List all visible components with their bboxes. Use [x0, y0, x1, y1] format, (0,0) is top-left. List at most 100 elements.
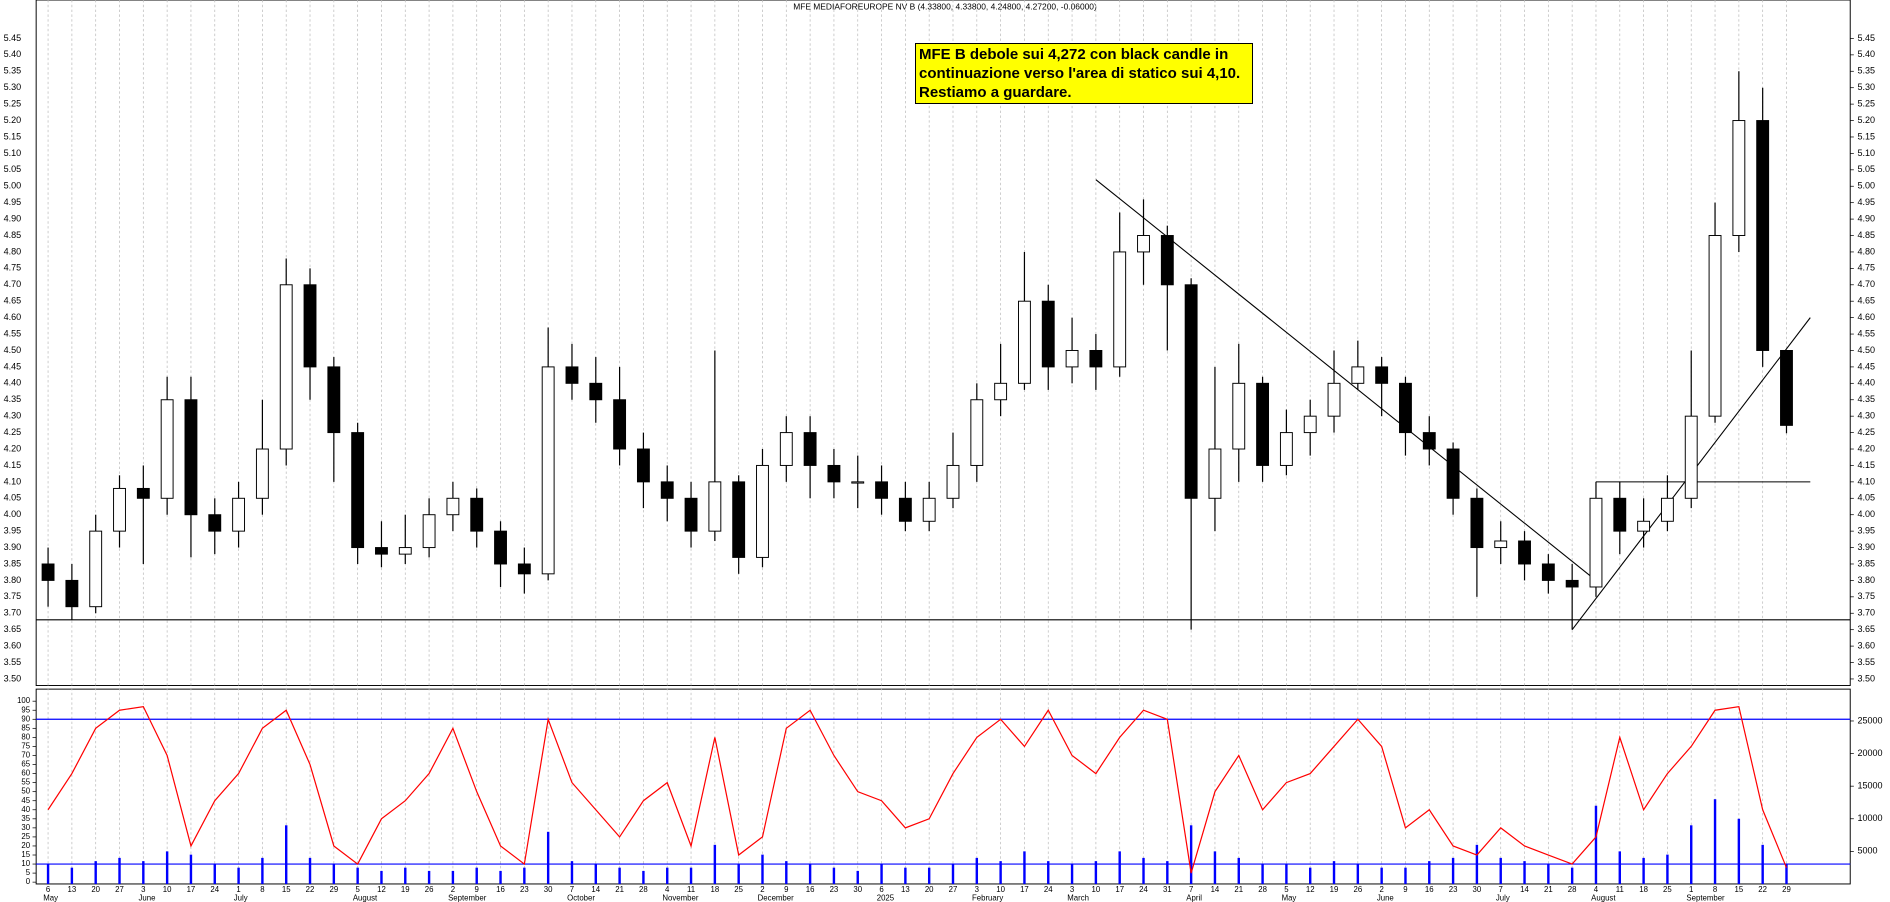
- x-tick-label: 19: [401, 885, 410, 894]
- candle-body: [1684, 415, 1698, 499]
- osc-tick-label: 30: [21, 823, 30, 832]
- candle-body: [922, 497, 936, 522]
- y-tick-label-left: 4.55: [4, 328, 22, 338]
- y-tick-label: 4.60: [1857, 312, 1875, 322]
- month-label: 2025: [877, 893, 895, 902]
- volume-bar: [1094, 861, 1098, 884]
- volume-bar: [785, 861, 788, 884]
- y-tick-label-left: 4.65: [4, 296, 22, 306]
- y-tick-label: 4.10: [1857, 476, 1875, 486]
- y-tick-label: 4.05: [1857, 493, 1875, 503]
- candle-body: [875, 481, 888, 499]
- osc-tick-label: 0: [26, 877, 31, 886]
- y-tick-label-left: 4.35: [4, 394, 22, 404]
- x-tick-label: 28: [639, 885, 648, 894]
- annotation: MFE B debole sui 4,272 con black candle …: [915, 43, 1253, 104]
- y-tick-label: 4.95: [1857, 197, 1875, 207]
- volume-bar: [1642, 857, 1645, 884]
- candle-body: [1660, 497, 1674, 522]
- candle-body: [1518, 540, 1531, 565]
- y-tick-label-left: 4.40: [4, 378, 22, 388]
- candle-body: [1756, 120, 1770, 351]
- y-tick-label-left: 3.70: [4, 608, 22, 618]
- y-tick-label-left: 3.90: [4, 542, 22, 552]
- candle-body: [303, 284, 317, 368]
- candle-body: [398, 547, 412, 555]
- y-tick-label-left: 3.50: [4, 673, 22, 683]
- x-tick-label: 16: [1425, 885, 1434, 894]
- volume-bar: [189, 854, 193, 884]
- candle-body: [446, 497, 460, 516]
- volume-bar: [427, 870, 431, 884]
- candle-body: [827, 464, 841, 483]
- volume-bar: [666, 867, 669, 884]
- y-tick-label: 5.25: [1857, 99, 1875, 109]
- x-tick-label: 20: [925, 885, 934, 894]
- y-tick-label: 4.85: [1857, 230, 1875, 240]
- y-tick-label: 3.95: [1857, 526, 1875, 536]
- volume-bar: [689, 867, 693, 884]
- y-tick-label: 5.20: [1857, 115, 1875, 125]
- x-tick-label: 4: [1594, 885, 1599, 894]
- month-label: August: [1591, 893, 1616, 902]
- x-tick-label: 20: [91, 885, 100, 894]
- candle-body: [327, 366, 341, 434]
- osc-tick-label: 80: [21, 732, 30, 741]
- candle-body: [65, 579, 79, 608]
- x-tick-label: 18: [1639, 885, 1648, 894]
- y-tick-label: 5.40: [1857, 49, 1875, 59]
- volume-bar: [880, 864, 883, 884]
- x-tick-label: 3: [141, 885, 145, 894]
- y-tick-label: 4.75: [1857, 263, 1875, 273]
- y-tick-label: 5.45: [1857, 33, 1875, 43]
- month-label: September: [448, 893, 487, 902]
- candle-body: [1422, 432, 1436, 450]
- volume-bar: [1690, 825, 1693, 884]
- volume-bar: [1332, 861, 1336, 884]
- volume-bar: [404, 867, 407, 884]
- x-tick-label: 6: [879, 885, 883, 894]
- candle-body: [1279, 432, 1293, 466]
- volume-bar: [1618, 851, 1621, 884]
- volume-tick-label: 20000: [1857, 748, 1882, 758]
- month-label: August: [353, 893, 378, 902]
- y-tick-label-left: 4.75: [4, 263, 22, 273]
- y-tick-label-left: 4.80: [4, 246, 22, 256]
- y-tick-label: 3.80: [1857, 575, 1875, 585]
- candle-body: [660, 481, 674, 499]
- candle-body: [422, 514, 436, 549]
- volume-bar: [1047, 861, 1050, 884]
- candle-body: [1541, 563, 1555, 581]
- x-tick-label: 8: [1713, 885, 1717, 894]
- x-tick-label: 19: [1330, 885, 1339, 894]
- volume-bar: [1499, 857, 1502, 884]
- volume-bar: [1070, 864, 1074, 884]
- y-tick-label: 3.50: [1857, 673, 1875, 683]
- osc-tick-label: 100: [17, 696, 31, 705]
- x-tick-label: 28: [1258, 885, 1267, 894]
- volume-bar: [642, 870, 645, 884]
- annotation-line: MFE B debole sui 4,272 con black candle …: [919, 46, 1229, 63]
- osc-tick-label: 70: [21, 751, 30, 760]
- month-label: March: [1067, 893, 1089, 902]
- y-tick-label: 4.25: [1857, 427, 1875, 437]
- y-tick-label: 4.50: [1857, 345, 1875, 355]
- candle-body: [232, 497, 246, 532]
- candle-body: [494, 530, 507, 565]
- volume-bar: [1166, 861, 1169, 884]
- y-tick-label: 4.65: [1857, 296, 1875, 306]
- volume-bar: [261, 857, 264, 884]
- osc-tick-label: 10: [21, 859, 30, 868]
- y-tick-label: 4.30: [1857, 411, 1875, 421]
- candle-body: [375, 547, 388, 555]
- volume-bar: [1118, 851, 1121, 884]
- y-tick-label: 3.75: [1857, 591, 1875, 601]
- candle-body: [1256, 382, 1270, 466]
- x-tick-label: 27: [115, 885, 124, 894]
- y-tick-label: 5.30: [1857, 82, 1875, 92]
- candle-body: [255, 448, 269, 499]
- y-tick-label: 5.00: [1857, 181, 1875, 191]
- x-tick-label: 16: [806, 885, 815, 894]
